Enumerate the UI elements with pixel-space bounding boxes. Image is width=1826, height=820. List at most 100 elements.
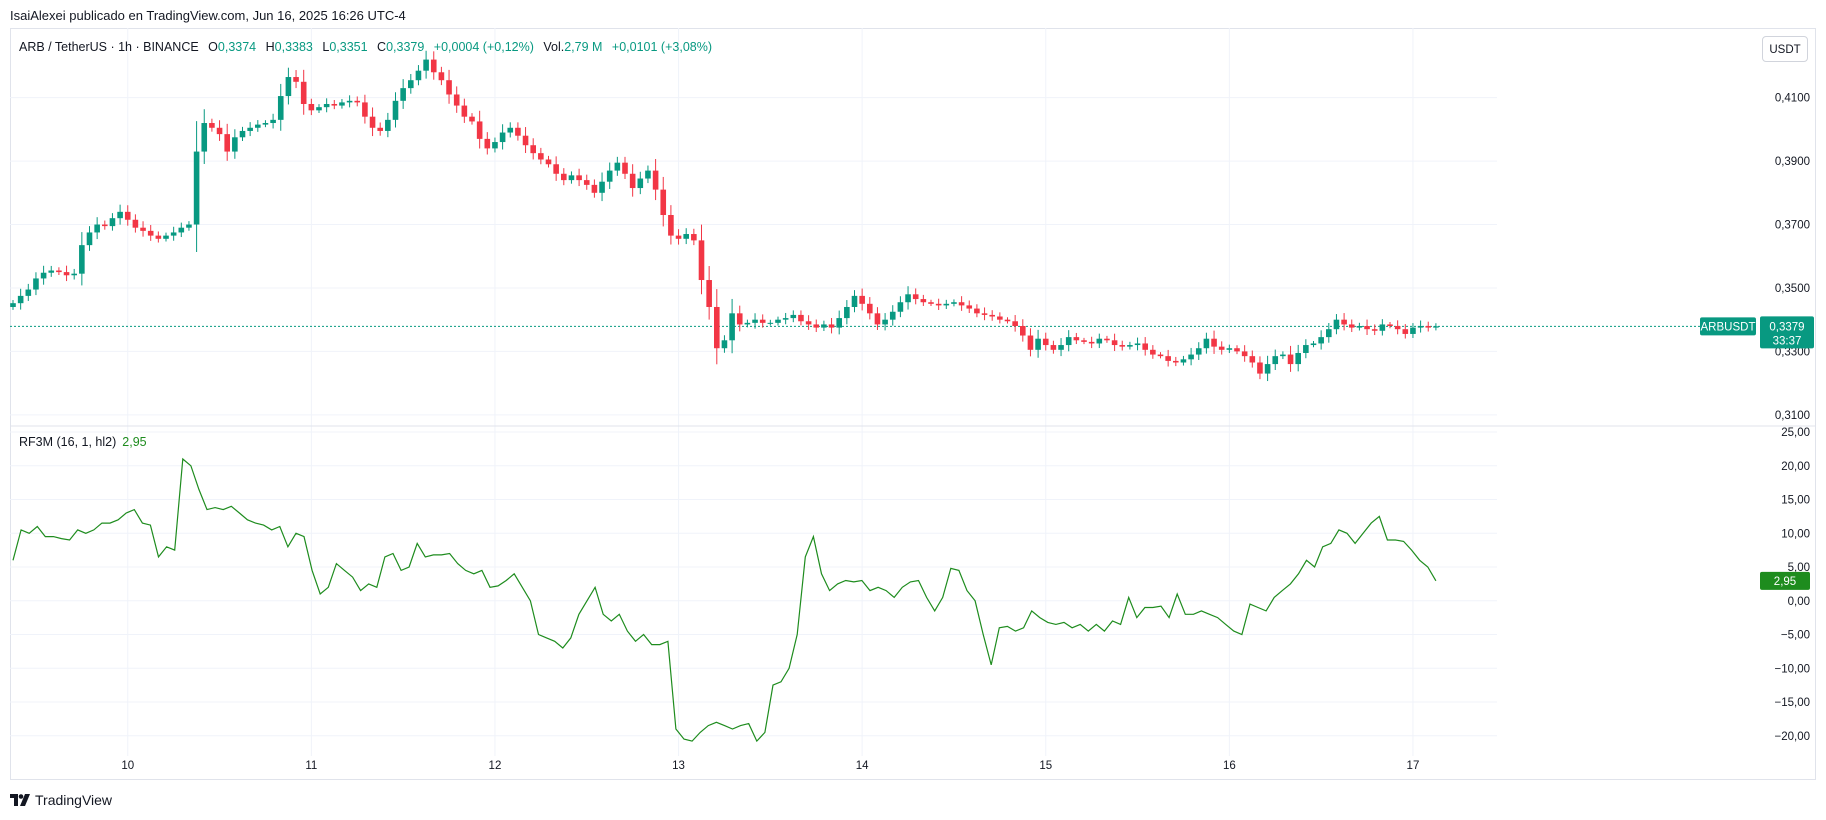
candle-body xyxy=(997,316,1003,320)
candle-body xyxy=(124,211,131,220)
candle-body xyxy=(851,295,858,307)
candle-body xyxy=(897,302,904,312)
candle-body xyxy=(56,270,62,273)
symbol-tag-text: ARBUSDT xyxy=(1701,321,1756,333)
candle-body xyxy=(614,162,621,171)
candle-body xyxy=(33,278,39,290)
candle-body xyxy=(186,224,192,228)
candle-body xyxy=(1371,329,1378,331)
candle-body xyxy=(1081,340,1087,342)
candle-body xyxy=(958,302,965,306)
candle-body xyxy=(300,81,307,104)
price-axis: 0,4100 0,3900 0,3700 0,3500 0,3300 0,3100 xyxy=(1775,93,1810,422)
candle-body xyxy=(538,153,544,160)
candle-body xyxy=(660,189,667,216)
candle-body xyxy=(1218,346,1225,350)
candle-body xyxy=(1402,329,1409,334)
candle-body xyxy=(675,235,682,239)
candle-body xyxy=(79,245,85,274)
candle-body xyxy=(561,173,567,181)
candle-body xyxy=(1333,319,1340,330)
candle-body xyxy=(576,175,582,181)
candle-body xyxy=(446,80,452,95)
indicator-name: RF3M (16, 1, hl2) xyxy=(19,435,117,449)
candle-body xyxy=(629,173,636,189)
indicator-axis: 25,00 20,00 15,00 10,00 5,00 0,00 −5,00 −10,00 −… xyxy=(1775,427,1811,743)
candle-body xyxy=(1165,356,1171,361)
candle-body xyxy=(408,80,414,89)
candle-body xyxy=(1433,326,1439,328)
candle-body xyxy=(270,119,276,124)
candle-body xyxy=(951,302,957,304)
candle-body xyxy=(683,234,689,239)
candle-body xyxy=(1417,326,1424,328)
candle-body xyxy=(637,178,644,189)
candle-body xyxy=(1410,327,1416,334)
candle-body xyxy=(323,103,330,108)
candle-body xyxy=(484,138,491,149)
candle-body xyxy=(1157,354,1164,357)
time-tick-label: 13 xyxy=(672,760,685,772)
candle-body xyxy=(461,105,468,117)
candle-body xyxy=(606,170,613,182)
candle-body xyxy=(216,127,223,135)
high-value: 0,3383 xyxy=(274,40,313,54)
candle-body xyxy=(645,170,651,179)
indicator-tick-label: 10,00 xyxy=(1781,528,1810,540)
candle-body xyxy=(193,151,200,225)
candle-body xyxy=(775,319,781,323)
candle-body xyxy=(369,116,376,128)
candle-body xyxy=(109,218,116,227)
candle-body xyxy=(377,127,383,131)
candle-body xyxy=(201,123,208,152)
indicator-value-tag xyxy=(1760,571,1810,590)
candle-body xyxy=(721,340,728,349)
candle-body xyxy=(400,88,406,101)
price-tags: ARBUSDT 0,3379 33:37 2,95 xyxy=(1700,316,1814,590)
candle-body xyxy=(759,319,766,323)
candle-body xyxy=(691,234,697,241)
candle-body xyxy=(277,96,284,120)
candle-body xyxy=(155,235,162,239)
candle-body xyxy=(262,123,269,125)
candle-body xyxy=(522,135,529,146)
candle-body xyxy=(828,324,835,328)
candle-body xyxy=(492,142,498,149)
candle-body xyxy=(1364,326,1370,330)
candle-body xyxy=(652,170,659,190)
time-tick-label: 12 xyxy=(489,760,502,772)
candle-body xyxy=(1379,324,1386,331)
high-label: H xyxy=(265,40,275,54)
candle-body xyxy=(1394,326,1401,330)
time-tick-label: 17 xyxy=(1407,760,1420,772)
candle-body xyxy=(209,123,215,128)
candle-body xyxy=(507,127,514,133)
change-value: +0,0004 (+0,12%) xyxy=(433,40,534,54)
symbol-tag xyxy=(1700,317,1756,336)
candle-body xyxy=(1111,340,1118,346)
price-tick-label: 0,3300 xyxy=(1775,346,1810,358)
publish-caption: IsaiAlexei publicado en TradingView.com,… xyxy=(10,8,406,23)
candle-body xyxy=(943,303,950,306)
price-tick-label: 0,3700 xyxy=(1775,220,1810,232)
candle-body xyxy=(1303,345,1309,353)
candle-body xyxy=(1226,348,1233,350)
candle-body xyxy=(1287,354,1294,365)
candle-body xyxy=(1326,329,1332,338)
candle-body xyxy=(668,215,674,236)
candle-body xyxy=(453,94,460,106)
volume-change: +0,0101 (+3,08%) xyxy=(611,40,712,54)
low-label: L xyxy=(322,40,330,54)
candle-body xyxy=(102,224,108,227)
currency-button[interactable]: USDT xyxy=(1762,36,1808,62)
countdown-text: 33:37 xyxy=(1773,335,1802,347)
price-tick-label: 0,4100 xyxy=(1775,93,1810,105)
candle-body xyxy=(905,294,911,303)
candle-body xyxy=(1272,356,1279,365)
candle-body xyxy=(132,219,139,228)
time-tick-label: 11 xyxy=(305,760,317,772)
last-price-text: 0,3379 xyxy=(1769,321,1804,333)
chart-frame[interactable] xyxy=(10,28,1816,780)
symbol-title: ARB / TetherUS · 1h · BINANCE xyxy=(19,40,199,54)
